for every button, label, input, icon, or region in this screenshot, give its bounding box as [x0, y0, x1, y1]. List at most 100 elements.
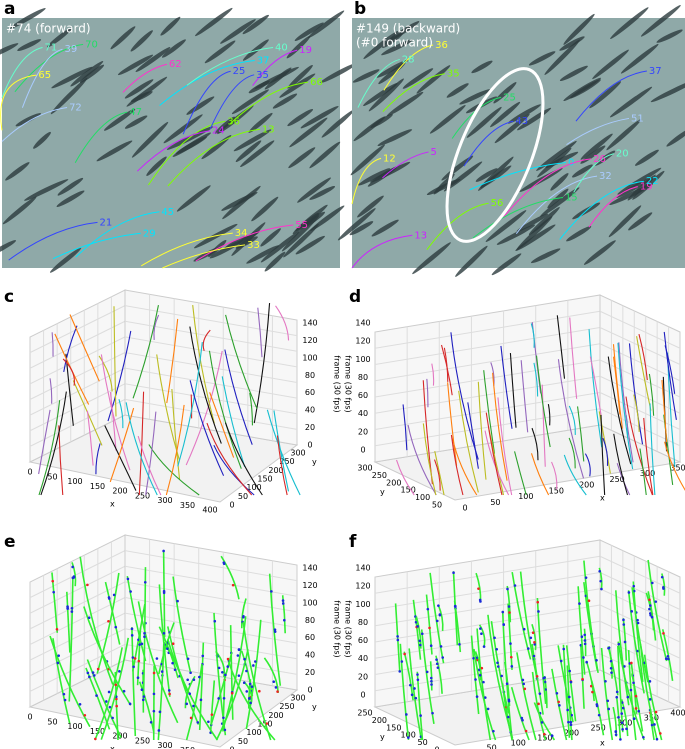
track-label: 21: [99, 217, 112, 228]
marker: [274, 686, 278, 689]
marker: [428, 626, 431, 630]
marker: [265, 722, 269, 725]
fish: [110, 26, 136, 50]
tick-label: 20: [358, 427, 368, 436]
fish: [566, 226, 592, 242]
marker: [621, 728, 624, 731]
marker: [250, 685, 254, 688]
marker: [133, 657, 137, 660]
trajectory: [52, 232, 141, 260]
grid-line: [29, 628, 126, 677]
marker: [230, 691, 234, 695]
grid-line: [29, 550, 126, 599]
tick-label: 0: [229, 746, 234, 749]
fish: [592, 49, 629, 80]
caption: #149 (backward): [356, 22, 460, 36]
marker: [281, 599, 285, 602]
trajectory: [575, 70, 647, 122]
marker: [143, 632, 146, 635]
marker: [441, 656, 445, 659]
marker: [510, 665, 514, 668]
marker: [531, 631, 535, 634]
trajectory: [229, 81, 309, 125]
tick-label: 60: [305, 388, 315, 397]
marker: [453, 604, 457, 608]
marker: [430, 683, 433, 686]
tick-label: 50: [238, 492, 248, 501]
fish: [528, 206, 560, 236]
grid-line: [374, 604, 601, 643]
trajectory: [8, 221, 98, 261]
fish: [309, 186, 336, 200]
marker: [270, 590, 273, 593]
trajectory: [407, 424, 437, 496]
tick-label: 300: [157, 741, 172, 749]
trajectory: [395, 459, 415, 496]
marker: [501, 610, 505, 614]
marker: [495, 647, 499, 651]
trajectory: [213, 444, 255, 496]
fish: [357, 195, 384, 218]
fish: [279, 73, 316, 98]
trajectory: [96, 572, 120, 674]
trajectory: [663, 331, 677, 420]
fish: [214, 116, 235, 134]
trajectory: [263, 657, 279, 694]
fish: [350, 144, 385, 176]
marker: [242, 615, 245, 618]
marker: [523, 687, 527, 691]
trajectory: [463, 120, 514, 167]
trajectory: [530, 323, 535, 348]
fish: [49, 247, 82, 273]
tick-label: 40: [305, 406, 315, 415]
marker: [566, 708, 569, 712]
marker: [632, 717, 636, 720]
marker: [131, 656, 135, 659]
marker: [253, 660, 257, 663]
grid-line: [374, 637, 601, 675]
trajectory: [215, 649, 249, 741]
tick-label: 100: [355, 600, 370, 609]
trajectory: [242, 621, 272, 741]
trajectory: [440, 344, 453, 396]
marker: [419, 714, 422, 717]
trajectory: [74, 111, 128, 163]
trajectory: [627, 590, 645, 694]
trajectory: [516, 652, 537, 741]
fish: [160, 16, 181, 36]
trajectory: [472, 197, 564, 239]
fish: [57, 177, 84, 196]
fish: [248, 112, 273, 133]
trajectory: [647, 559, 668, 662]
tick-label: 0: [307, 686, 312, 695]
trajectory: [137, 601, 179, 724]
marker: [533, 643, 537, 646]
fish: [5, 162, 30, 181]
panel-letter: a: [4, 0, 15, 19]
fish: [378, 62, 406, 85]
tick-label: 200: [268, 466, 283, 475]
fish: [283, 223, 319, 258]
track-label: 36: [435, 40, 448, 51]
marker: [400, 660, 404, 663]
trajectory: [75, 211, 160, 258]
fish: [536, 140, 577, 171]
trajectory: [556, 315, 566, 379]
marker: [654, 710, 658, 714]
fish: [220, 19, 256, 44]
tick-label: 0: [360, 446, 365, 455]
fish: [559, 65, 588, 82]
trajectory: [158, 584, 171, 697]
track-label: 19: [640, 182, 653, 193]
tick-label: 40: [358, 409, 368, 418]
trajectory: [664, 441, 685, 491]
trajectory: [210, 652, 233, 726]
marker: [557, 700, 560, 704]
marker: [223, 728, 227, 732]
grid-line: [374, 359, 601, 398]
tick-label: 150: [90, 727, 105, 736]
marker: [217, 697, 220, 700]
marker: [648, 680, 652, 683]
marker: [237, 674, 241, 677]
track-label: 62: [169, 59, 182, 70]
